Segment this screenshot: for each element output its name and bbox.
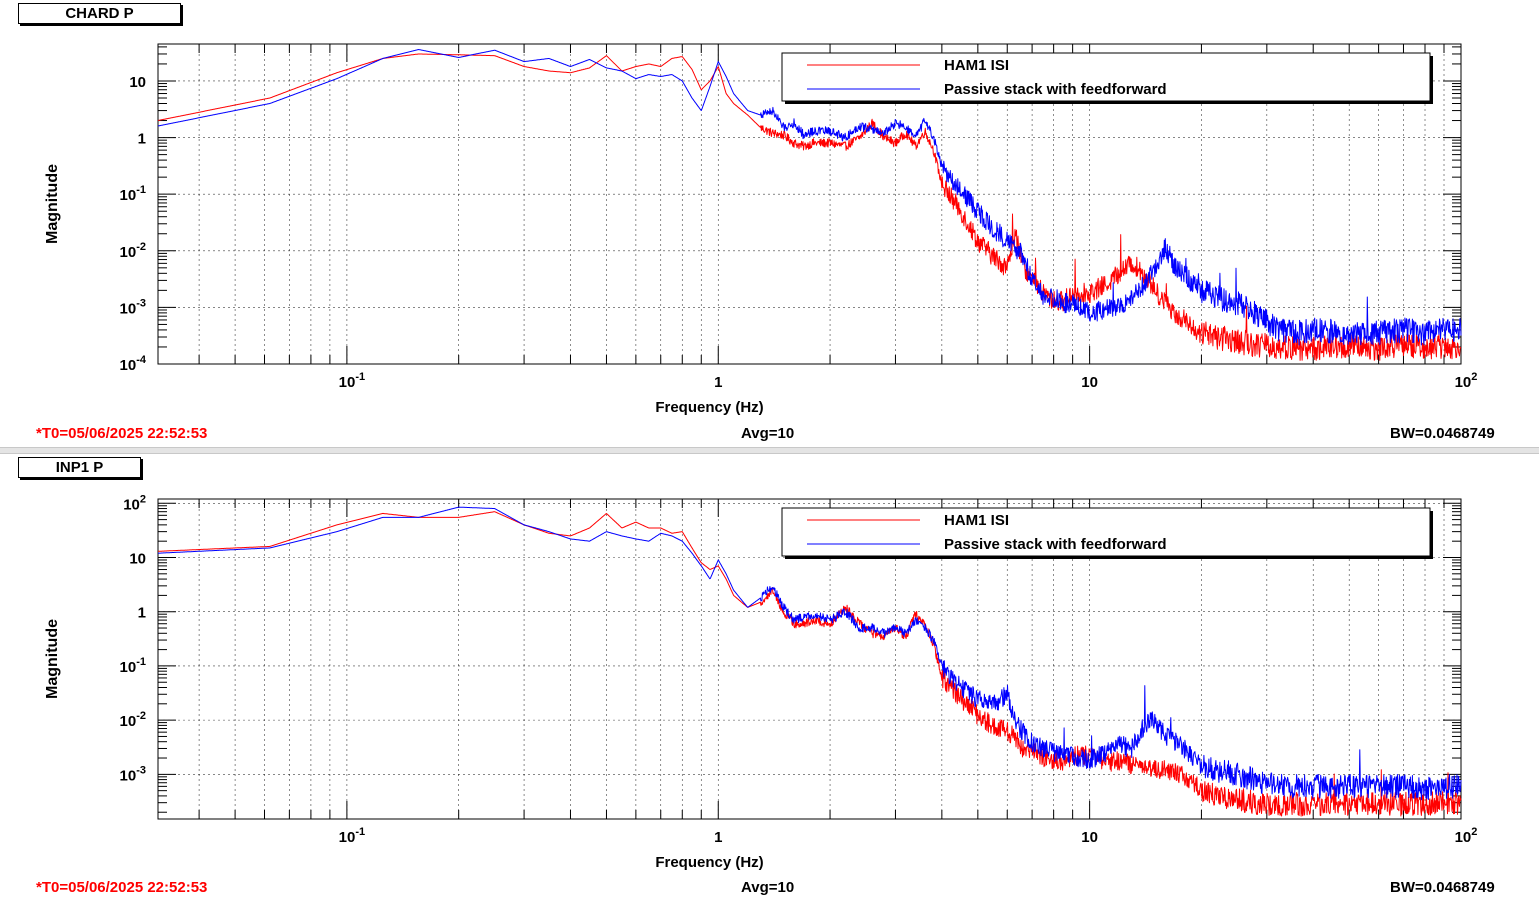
y-tick-label: 1: [138, 605, 146, 622]
x-tick-label: 10-1: [339, 826, 365, 846]
legend[interactable]: HAM1 ISI Passive stack with feedforward: [781, 507, 1433, 559]
series-line-passive-stack: [157, 49, 1462, 346]
y-tick-label: 10-3: [120, 297, 146, 317]
y-tick-label: 10-4: [120, 354, 147, 374]
plot-title-inp1-p[interactable]: INP1 P: [18, 457, 141, 478]
chard-p-pane: CHARD P 10-1 1 10 102 10 1 10-1 10-2 10-3 10-4 Fre…: [0, 0, 1539, 447]
inp1-p-chart[interactable]: 10-1 1 10 102 102 10 1 10-1 10-2 10-3 Frequency (H…: [0, 454, 1539, 901]
y-axis-title: Magnitude: [44, 164, 61, 244]
y-tick-label: 10-2: [120, 710, 146, 730]
averages-label: Avg=10: [741, 879, 795, 896]
averages-label: Avg=10: [741, 425, 795, 442]
tick-labels: 10-1 1 10 102 10 1 10-1 10-2 10-3 10-4: [120, 74, 1478, 391]
x-tick-label: 1: [714, 829, 722, 846]
pane-divider[interactable]: [0, 447, 1539, 454]
tick-labels: 10-1 1 10 102 102 10 1 10-1 10-2 10-3: [120, 493, 1478, 846]
x-axis-title: Frequency (Hz): [655, 399, 763, 416]
y-tick-label: 10: [129, 551, 146, 568]
legend-entry-label: HAM1 ISI: [944, 57, 1009, 74]
series-line-passive-stack: [158, 506, 1462, 801]
legend[interactable]: HAM1 ISI Passive stack with feedforward: [781, 52, 1433, 104]
y-tick-label: 10-2: [120, 241, 146, 261]
y-tick-label: 10: [129, 74, 146, 91]
y-tick-label: 102: [123, 493, 146, 513]
y-tick-label: 10-3: [120, 764, 146, 784]
y-tick-label: 10-1: [120, 184, 146, 204]
y-tick-label: 10-1: [120, 656, 146, 676]
x-tick-label: 102: [1455, 826, 1478, 846]
x-tick-label: 10: [1081, 829, 1098, 846]
legend-entry-label: HAM1 ISI: [944, 512, 1009, 529]
y-tick-label: 1: [138, 131, 146, 148]
series-line-ham1-isi: [158, 511, 1462, 817]
legend-entry-label: Passive stack with feedforward: [944, 81, 1167, 98]
bandwidth-label: BW=0.0468749: [1390, 879, 1495, 896]
axis-ticks: [158, 499, 1462, 819]
chard-p-chart[interactable]: 10-1 1 10 102 10 1 10-1 10-2 10-3 10-4 Frequency (…: [0, 0, 1539, 447]
t0-timestamp: *T0=05/06/2025 22:52:53: [36, 879, 208, 896]
grid-lines: [158, 44, 1462, 365]
x-axis-title: Frequency (Hz): [655, 854, 763, 871]
legend-box: [781, 507, 1431, 557]
series-line-ham1-isi: [157, 53, 1462, 361]
x-tick-label: 10: [1081, 374, 1098, 391]
legend-entry-label: Passive stack with feedforward: [944, 536, 1167, 553]
x-tick-label: 10-1: [339, 371, 365, 391]
legend-box: [781, 52, 1431, 102]
x-tick-label: 1: [714, 374, 722, 391]
inp1-p-pane: INP1 P 10-1 1 10 102 102 10 1 10-1 10-2 10-3 Frequ…: [0, 454, 1539, 901]
y-axis-title: Magnitude: [44, 619, 61, 699]
bandwidth-label: BW=0.0468749: [1390, 425, 1495, 442]
t0-timestamp: *T0=05/06/2025 22:52:53: [36, 425, 208, 442]
x-tick-label: 102: [1455, 371, 1478, 391]
plot-title-chard-p[interactable]: CHARD P: [18, 3, 181, 24]
